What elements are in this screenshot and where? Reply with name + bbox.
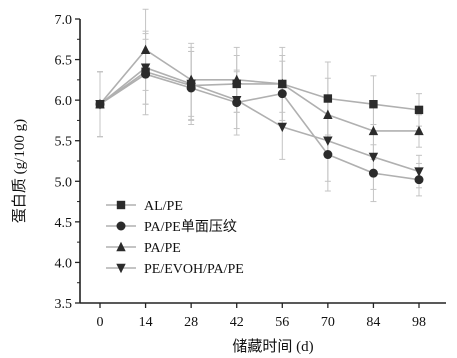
series-lines (99, 48, 420, 181)
legend-marker (116, 263, 126, 274)
data-point (95, 100, 105, 110)
x-tick-label: 98 (412, 315, 426, 330)
y-tick-label: 5.0 (55, 175, 73, 190)
data-point (232, 74, 242, 85)
data-point (140, 63, 151, 73)
y-axis-label: 蛋白质 (g/100 g) (11, 119, 28, 223)
data-point (369, 100, 378, 109)
legend: AL/PE PA/PE单面压纹 PA/PE PE/EVOH/PA/PE (106, 199, 244, 277)
x-tick-label: 14 (139, 315, 153, 330)
data-point (277, 122, 287, 133)
y-tick-label: 5.5 (55, 135, 73, 150)
data-point (368, 125, 379, 136)
legend-marker (116, 241, 126, 252)
x-tick-label: 56 (275, 315, 289, 330)
x-tick-label: 84 (366, 315, 380, 330)
data-point (323, 150, 333, 160)
data-point (414, 125, 424, 136)
data-point (414, 167, 424, 177)
legend-label: PA/PE (144, 241, 181, 256)
axis-ticks: 3.5 4.0 4.5 5.0 5.5 6.0 6.5 7.0 0 14 28 42 56 70 84 98 (55, 13, 427, 330)
x-tick-label: 42 (230, 315, 244, 330)
y-tick-label: 4.0 (55, 256, 73, 271)
data-point (368, 152, 379, 163)
data-point (414, 175, 424, 185)
y-tick-label: 6.5 (55, 54, 73, 69)
series-line-3 (99, 48, 419, 132)
data-point (277, 78, 287, 89)
data-point (368, 168, 378, 178)
data-point (277, 89, 287, 99)
legend-label: PE/EVOH/PA/PE (144, 262, 244, 277)
data-point (232, 95, 242, 106)
data-point (140, 44, 151, 55)
series-line-2 (99, 73, 420, 181)
x-tick-label: 28 (184, 315, 198, 330)
legend-label: AL/PE (144, 199, 183, 214)
legend-marker (116, 221, 126, 231)
series-line-4 (99, 66, 420, 173)
series-line-1 (99, 70, 420, 111)
data-point (323, 136, 333, 146)
x-axis-label: 储藏时间 (d) (232, 338, 313, 355)
y-tick-label: 7.0 (55, 13, 73, 28)
legend-label: PA/PE单面压纹 (144, 219, 237, 235)
data-point (414, 105, 424, 115)
y-tick-label: 6.0 (55, 94, 73, 109)
legend-marker (116, 200, 126, 210)
x-tick-label: 0 (97, 315, 104, 330)
y-tick-label: 4.5 (55, 216, 73, 231)
y-tick-label: 3.5 (55, 297, 73, 312)
data-points (95, 44, 424, 185)
data-point (186, 79, 196, 90)
x-tick-label: 70 (321, 315, 335, 330)
data-point (141, 69, 151, 79)
data-point (323, 94, 333, 103)
data-point (323, 109, 333, 119)
